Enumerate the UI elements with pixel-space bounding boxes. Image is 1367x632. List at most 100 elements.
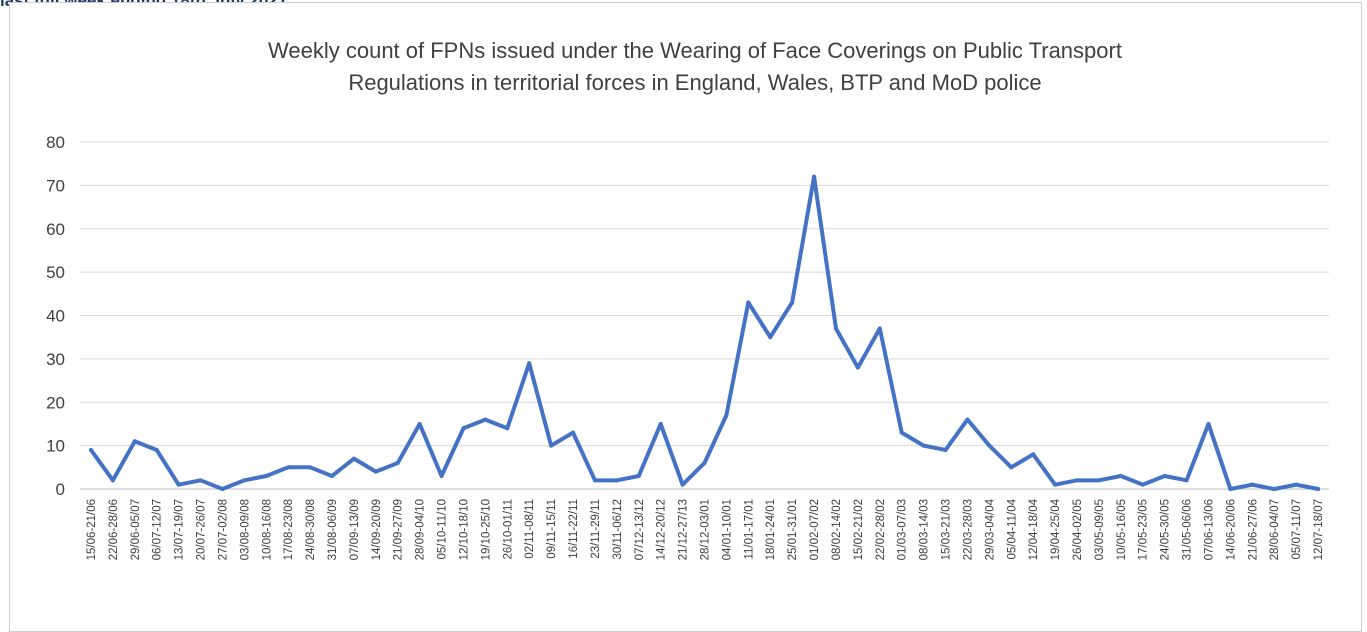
- y-tick-label: 20: [46, 393, 65, 412]
- x-tick-label: 14/12-20/12: [656, 499, 668, 560]
- x-tick-label: 03/05-09/05: [1094, 499, 1106, 560]
- y-tick-label: 80: [46, 133, 65, 152]
- data-point: [1075, 478, 1080, 483]
- x-tick-label: 07/12-13/12: [634, 499, 646, 560]
- x-tick-label: 23/11-29/11: [590, 499, 602, 559]
- x-tick-label: 07/06-13/06: [1203, 499, 1215, 560]
- data-point: [833, 326, 838, 331]
- data-point: [636, 473, 641, 478]
- series-fpn-count: [88, 174, 1321, 491]
- chart-frame: Weekly count of FPNs issued under the We…: [9, 2, 1362, 632]
- x-tick-label: 14/09-20/09: [371, 499, 383, 560]
- x-tick-label: 26/10-01/11: [502, 499, 514, 560]
- data-point: [1294, 482, 1299, 487]
- x-tick-label: 22/03-28/03: [962, 499, 974, 560]
- x-tick-label: 12/10-18/10: [458, 499, 470, 560]
- data-point: [1272, 487, 1277, 491]
- data-point: [505, 426, 510, 431]
- data-point: [110, 478, 115, 483]
- data-point: [527, 361, 532, 366]
- x-tick-label: 26/04-02/05: [1072, 499, 1084, 560]
- x-tick-label: 07/09-13/09: [349, 499, 361, 560]
- data-point: [439, 473, 444, 478]
- data-point: [1031, 452, 1036, 457]
- data-point: [351, 456, 356, 461]
- data-point: [1184, 478, 1189, 483]
- y-tick-label: 40: [46, 307, 65, 326]
- x-tick-label: 27/07-02/08: [217, 499, 229, 560]
- x-axis-ticks: 15/06-21/06 22/06-28/06 29/06-05/07 06/07-1…: [86, 498, 1325, 560]
- x-tick-label: 08/02-14/02: [831, 499, 843, 560]
- x-tick-label: 24/08-30/08: [305, 499, 317, 560]
- data-point: [614, 478, 619, 483]
- data-point: [1096, 478, 1101, 483]
- x-tick-label: 18/01-24/01: [765, 499, 777, 560]
- x-tick-label: 01/03-07/03: [897, 499, 909, 560]
- data-point: [483, 417, 488, 422]
- x-tick-label: 28/09-04/10: [415, 499, 427, 560]
- data-point: [242, 478, 247, 483]
- x-tick-label: 16/11-22/11: [568, 499, 580, 559]
- y-tick-label: 70: [46, 176, 65, 195]
- chart-title: Weekly count of FPNs issued under the We…: [268, 38, 1122, 95]
- fpn-line-chart: Weekly count of FPNs issued under the We…: [46, 38, 1329, 560]
- data-point: [395, 460, 400, 465]
- data-point: [592, 478, 597, 483]
- x-tick-label: 05/04-11/04: [1006, 498, 1018, 559]
- data-point: [877, 326, 882, 331]
- data-point: [88, 447, 93, 452]
- data-point: [702, 460, 707, 465]
- data-point: [658, 421, 663, 426]
- data-point: [855, 365, 860, 370]
- data-point: [790, 300, 795, 305]
- data-point: [1140, 482, 1145, 487]
- y-tick-label: 0: [56, 480, 65, 499]
- chart-title-line: Weekly count of FPNs issued under the We…: [268, 38, 1122, 63]
- x-tick-label: 10/05-16/05: [1116, 499, 1128, 560]
- x-tick-label: 02/11-08/11: [524, 499, 536, 559]
- y-tick-label: 10: [46, 437, 65, 456]
- x-tick-label: 03/08-09/08: [239, 499, 251, 560]
- data-point: [1228, 487, 1233, 491]
- x-tick-label: 30/11-06/12: [612, 499, 624, 560]
- x-tick-label: 25/01-31/01: [787, 499, 799, 560]
- data-point: [154, 447, 159, 452]
- x-tick-label: 14/06-20/06: [1225, 499, 1237, 560]
- data-point: [417, 421, 422, 426]
- data-point: [1053, 482, 1058, 487]
- x-tick-label: 17/08-23/08: [283, 499, 295, 560]
- x-tick-label: 05/07-11/07: [1291, 499, 1303, 560]
- data-point: [571, 430, 576, 435]
- x-tick-label: 31/05-06/06: [1182, 499, 1194, 560]
- x-tick-label: 19/10-25/10: [480, 499, 492, 560]
- x-tick-label: 09/11-15/11: [546, 499, 558, 559]
- x-tick-label: 08/03-14/03: [919, 499, 931, 560]
- series-line: [88, 174, 1321, 491]
- data-point: [812, 174, 817, 179]
- data-point: [768, 335, 773, 340]
- data-point: [373, 469, 378, 474]
- x-tick-label: 31/08-06/09: [327, 499, 339, 560]
- x-tick-label: 13/07-19/07: [174, 499, 186, 560]
- x-tick-label: 15/02-21/02: [853, 499, 865, 560]
- data-point: [549, 443, 554, 448]
- x-tick-label: 21/12-27/13: [678, 499, 690, 560]
- data-point: [176, 482, 181, 487]
- data-point: [1009, 465, 1014, 470]
- x-tick-label: 21/06-27/06: [1247, 499, 1259, 560]
- x-tick-label: 19/04-25/04: [1050, 498, 1062, 560]
- data-point: [132, 439, 137, 444]
- data-point: [746, 300, 751, 305]
- data-point: [724, 413, 729, 418]
- x-tick-label: 17/05-23/05: [1138, 499, 1150, 560]
- x-tick-label: 24/05-30/05: [1160, 499, 1172, 560]
- data-point: [220, 487, 225, 491]
- x-tick-label: 29/03-04/04: [984, 498, 996, 560]
- data-point: [680, 482, 685, 487]
- x-tick-label: 12/04-18/04: [1028, 498, 1040, 560]
- data-point: [921, 443, 926, 448]
- data-point: [965, 417, 970, 422]
- chart-gridlines: [80, 141, 1329, 490]
- data-point: [1316, 487, 1321, 491]
- y-tick-label: 50: [46, 263, 65, 282]
